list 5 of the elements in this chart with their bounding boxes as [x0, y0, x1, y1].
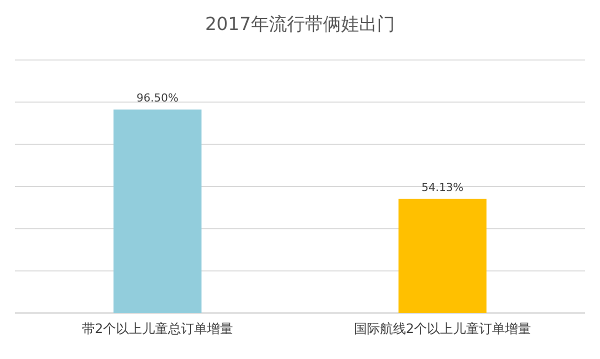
x-tick-label: 带2个以上儿童总订单增量 [82, 321, 234, 337]
data-label: 96.50% [136, 92, 178, 105]
x-tick-label: 国际航线2个以上儿童订单增量 [354, 321, 532, 337]
chart-title: 2017年流行带俩娃出门 [205, 14, 395, 35]
data-label: 54.13% [422, 180, 464, 194]
